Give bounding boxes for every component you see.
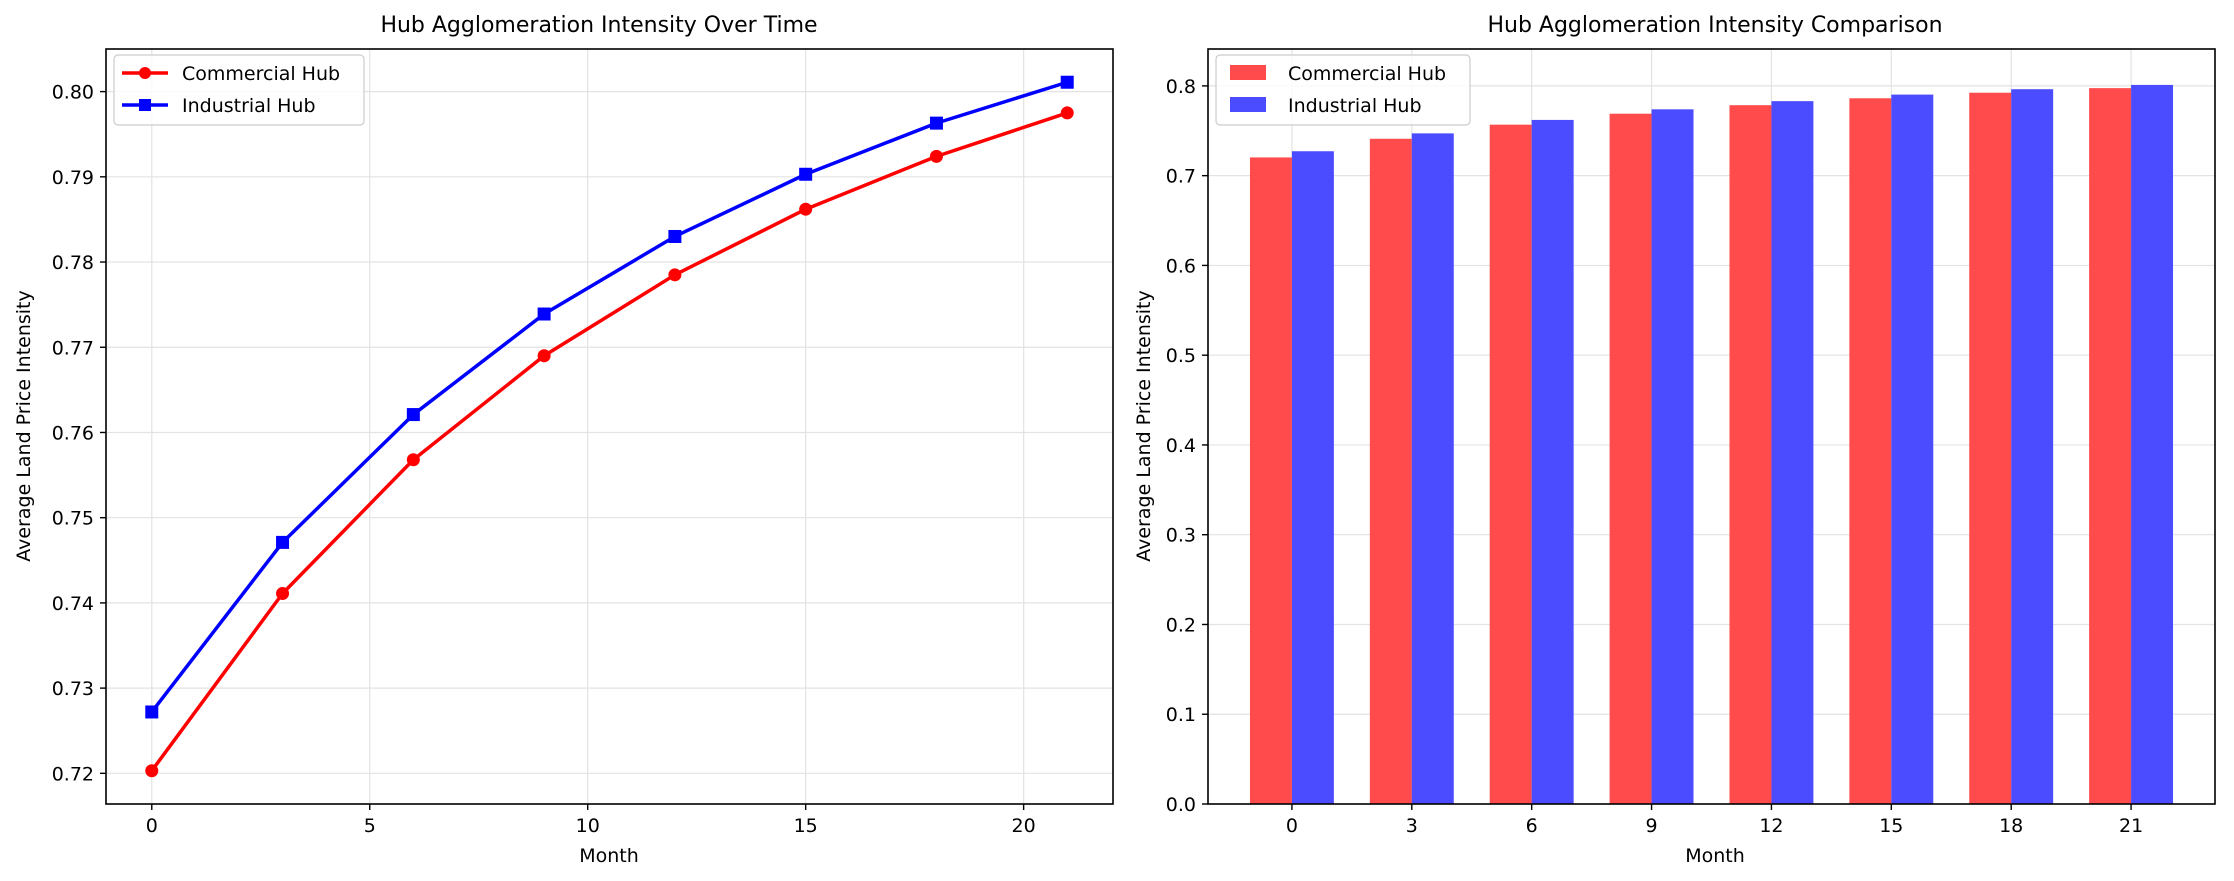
line-chart-y-tick-label: 0.76 xyxy=(52,422,94,444)
bar-chart-y-tick-label: 0.3 xyxy=(1166,525,1196,547)
legend-marker-industrial-square xyxy=(139,99,151,111)
bar-chart-x-axis-label: Month xyxy=(1685,845,1745,867)
bar-chart-y-tick-label: 0.1 xyxy=(1166,704,1196,726)
legend-swatch-commercial xyxy=(1230,65,1266,80)
line-chart-x-tick-label: 15 xyxy=(794,815,818,837)
bar-commercial xyxy=(1969,92,2012,804)
bar-industrial xyxy=(1291,151,1334,804)
bar-chart-y-tick-label: 0.6 xyxy=(1166,255,1196,277)
line-chart-y-tick-label: 0.74 xyxy=(52,593,94,615)
legend-label-industrial-bar: Industrial Hub xyxy=(1288,95,1422,117)
line-chart-y-tick-label: 0.77 xyxy=(52,337,94,359)
bar-chart-x-tick-label: 15 xyxy=(1879,815,1903,837)
line-chart-series xyxy=(145,75,1074,778)
bar-commercial xyxy=(1849,98,1892,805)
data-point-industrial xyxy=(668,229,682,243)
bar-chart-legend: Commercial Hub Industrial Hub xyxy=(1215,54,1471,126)
line-chart-x-tick-label: 0 xyxy=(146,815,158,837)
bar-industrial xyxy=(1771,101,1814,805)
line-chart-x-axis-label: Month xyxy=(579,845,639,867)
legend-label-industrial: Industrial Hub xyxy=(182,95,316,117)
line-chart-y-tick-label: 0.78 xyxy=(52,252,94,274)
line-chart-y-tick-label: 0.73 xyxy=(52,678,94,700)
bar-commercial xyxy=(1489,124,1532,805)
bar-chart-x-ticks: 0 3 6 9 12 15 18 21 xyxy=(1286,804,2143,837)
line-chart-y-tick-label: 0.72 xyxy=(52,763,94,785)
data-point-commercial xyxy=(668,268,682,282)
bar-chart-bars xyxy=(1249,84,2174,805)
bar-commercial xyxy=(1609,113,1652,804)
data-point-industrial xyxy=(929,116,943,130)
data-point-industrial xyxy=(406,408,420,422)
line-chart-plot-frame xyxy=(105,48,1114,805)
bar-industrial xyxy=(2131,84,2174,804)
line-chart-x-ticks: 0 5 10 15 20 xyxy=(146,804,1036,837)
data-point-industrial xyxy=(799,167,813,181)
data-point-commercial xyxy=(799,202,813,216)
bar-industrial xyxy=(1411,133,1454,805)
bar-chart-title: Hub Agglomeration Intensity Comparison xyxy=(1487,13,1942,38)
data-point-industrial xyxy=(276,535,290,549)
line-chart-legend-box xyxy=(113,54,365,126)
bar-commercial xyxy=(1729,105,1772,804)
bar-commercial xyxy=(1369,138,1412,804)
bar-chart-y-tick-label: 0.8 xyxy=(1166,76,1196,98)
bar-commercial xyxy=(1249,157,1292,804)
bar-industrial xyxy=(1531,119,1574,805)
data-point-commercial xyxy=(406,453,420,467)
data-point-industrial xyxy=(537,307,551,321)
legend-marker-commercial-circle xyxy=(139,67,151,79)
bar-chart-x-tick-label: 3 xyxy=(1406,815,1418,837)
bar-chart-legend-box xyxy=(1215,54,1471,126)
line-chart-y-tick-label: 0.75 xyxy=(52,508,94,530)
bar-chart-y-axis-label: Average Land Price Intensity xyxy=(1133,290,1155,562)
bar-commercial xyxy=(2089,88,2132,804)
line-chart-y-ticks: 0.72 0.73 0.74 0.75 0.76 0.77 0.78 0.79 0.80 xyxy=(52,82,106,785)
data-point-commercial xyxy=(537,349,551,363)
bar-chart-y-tick-label: 0.0 xyxy=(1166,794,1196,816)
line-chart-legend: Commercial Hub Industrial Hub xyxy=(113,54,365,126)
bar-chart-y-tick-label: 0.4 xyxy=(1166,435,1196,457)
bar-chart-y-tick-label: 0.7 xyxy=(1166,166,1196,188)
line-chart-title: Hub Agglomeration Intensity Over Time xyxy=(380,13,817,38)
bar-industrial xyxy=(1891,94,1934,805)
bar-chart-x-tick-label: 12 xyxy=(1759,815,1783,837)
bar-chart-x-tick-label: 9 xyxy=(1646,815,1658,837)
line-chart-x-tick-label: 20 xyxy=(1012,815,1036,837)
series-line-industrial xyxy=(150,80,1068,714)
bar-chart-panel: Hub Agglomeration Intensity Comparison 0… xyxy=(1133,13,2216,867)
bar-chart-plot-frame xyxy=(1207,48,2216,805)
data-point-commercial xyxy=(1060,106,1074,120)
line-chart-y-tick-label: 0.79 xyxy=(52,167,94,189)
data-point-commercial xyxy=(276,587,290,601)
data-point-commercial xyxy=(145,764,159,778)
bar-chart-y-tick-label: 0.5 xyxy=(1166,345,1196,367)
data-point-commercial xyxy=(929,149,943,163)
legend-swatch-industrial xyxy=(1230,97,1266,112)
bar-industrial xyxy=(1651,109,1694,805)
line-chart-x-tick-label: 10 xyxy=(576,815,600,837)
series-line-commercial xyxy=(150,111,1068,772)
bar-chart-x-tick-label: 6 xyxy=(1526,815,1538,837)
data-point-industrial xyxy=(145,705,159,719)
bar-chart-y-ticks: 0.0 0.1 0.2 0.3 0.4 0.5 0.6 0.7 0.8 xyxy=(1166,76,1208,816)
line-chart-y-tick-label: 0.80 xyxy=(52,82,94,104)
legend-label-commercial-bar: Commercial Hub xyxy=(1288,63,1446,85)
bar-industrial xyxy=(2011,89,2054,805)
data-point-industrial xyxy=(1060,75,1074,89)
legend-label-commercial: Commercial Hub xyxy=(182,63,340,85)
line-chart-x-tick-label: 5 xyxy=(364,815,376,837)
bar-chart-x-tick-label: 18 xyxy=(1999,815,2023,837)
bar-chart-y-tick-label: 0.2 xyxy=(1166,614,1196,636)
bar-chart-x-tick-label: 0 xyxy=(1286,815,1298,837)
line-chart-panel: Hub Agglomeration Intensity Over Time 0.… xyxy=(13,13,1114,867)
bar-chart-x-tick-label: 21 xyxy=(2119,815,2143,837)
line-chart-y-axis-label: Average Land Price Intensity xyxy=(13,290,35,562)
